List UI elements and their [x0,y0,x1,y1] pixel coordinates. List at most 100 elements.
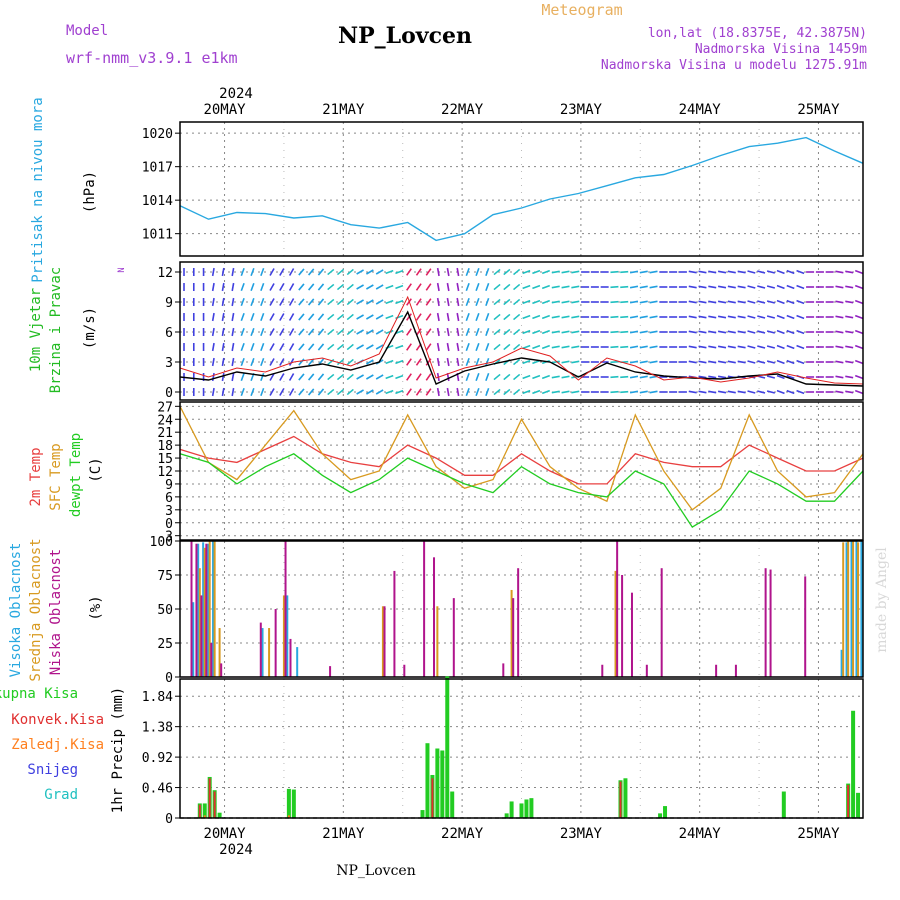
wind-arrow [717,390,727,394]
wind-arrow [385,389,394,395]
wind-arrow [385,359,394,365]
wind-arrow [639,270,648,274]
wind-arrow [757,390,766,394]
footer-station: NP_Lovcen [336,863,415,879]
wind-arrow [747,270,756,274]
wind-arrow [757,285,766,289]
y-tick-label: 75 [157,569,173,584]
compass-north-label: N [117,267,127,272]
wind-arrow [425,268,432,276]
svg-text:Brzina i Pravac: Brzina i Pravac [48,267,64,393]
wind-arrow [776,299,785,305]
wind-arrow [551,390,560,394]
wind-arrow [513,268,521,276]
y-tick-label: 0 [165,812,173,827]
wind-arrow [649,345,658,349]
wind-arrow [835,390,844,394]
wind-arrow [717,375,727,379]
wind-arrow [639,315,648,319]
wind-arrow [786,299,795,305]
y-tick-label: 100 [150,535,173,550]
wind-arrow [475,327,480,337]
wind-arrow [835,285,844,289]
wind-arrow [610,345,619,349]
cloud-mid-bar [847,541,850,677]
wind-arrow [698,315,707,319]
wind-arrow [571,315,580,319]
wind-arrow [639,375,648,379]
wind-arrow [698,300,707,304]
wind-arrow [493,373,501,381]
wind-arrow [307,388,315,396]
wind-arrow [221,342,225,352]
cloud-high-bar [860,541,863,677]
wind-arrow [649,270,658,274]
wind-arrow [356,284,364,290]
wind-arrow [250,342,255,352]
wind-arrow [629,375,639,379]
wind-arrow [366,374,374,380]
wind-arrow [288,298,295,306]
cloud-mid-bar [198,568,201,677]
wind-arrow [288,373,295,381]
wind-arrow [298,343,305,351]
precip-total-bar [445,676,450,818]
wind-arrow [727,345,736,349]
wind-arrow [465,387,470,397]
wind-arrow [260,357,265,367]
precip-conv-bar [431,778,434,818]
wind-arrow [231,342,235,352]
cloud-high-bar [286,595,289,677]
wind-arrow [639,345,648,349]
wind-arrow [385,329,394,335]
wind-arrow [415,313,422,321]
precip-strat-bar [203,815,206,818]
wind-arrow [698,330,707,334]
wind-arrow [561,300,570,304]
wind-arrow [854,269,864,275]
wind-arrow [240,327,245,337]
wind-arrow [796,359,805,365]
precip-total-label: Ukupna Kisa [0,686,78,702]
wind-arrow [757,315,766,319]
wind-arrow [211,312,215,322]
wind-arrow [845,270,854,274]
wind-arrow [307,283,315,291]
wind-arrow [231,312,235,322]
wind-arrow [336,388,345,396]
wind-arrow [757,360,766,364]
wind-arrow [465,297,470,307]
cloud-mid-bar [213,541,216,677]
wind-arrow [465,372,470,382]
day-labels-bottom: 20MAY 21MAY 22MAY 23MAY 24MAY 25MAY [203,826,840,842]
wind-arrow [260,327,265,337]
y-tick-label: 15 [157,452,173,467]
cloud-low-bar [715,664,718,677]
wind-arrow [406,388,412,396]
wind-arrow [561,285,570,289]
wind-arrow [727,315,736,319]
wind-arrow [269,268,275,276]
wind-arrow [541,344,550,350]
wind-arrow [406,343,412,351]
wind-arrow [250,357,255,367]
wind-arrow [307,358,315,366]
wind-arrow [327,313,335,321]
pressure-title: Pritisak na nivou mora [30,97,46,282]
cloud-high-bar [840,649,843,677]
wind-arrow [327,328,335,336]
wind-arrow [835,270,844,274]
wind-arrow [766,345,776,349]
wind-arrow [279,388,285,396]
wind-arrow [240,372,245,382]
cloud-high-bar [207,543,210,677]
precip-total-bar [519,803,524,818]
wind-arrow [465,312,470,322]
model-label: Model [66,23,108,39]
day-label: 23MAY [560,102,603,118]
wind-arrow [298,328,305,336]
wind-arrow [336,373,345,381]
hail-label: Grad [44,787,78,803]
day-label: 22MAY [441,826,484,842]
wind-arrow [279,328,285,336]
